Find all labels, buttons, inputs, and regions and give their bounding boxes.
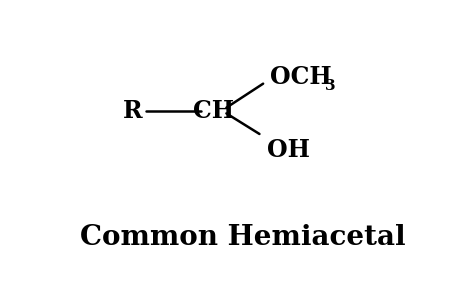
Text: OH: OH [267,138,310,162]
Text: 3: 3 [325,79,336,94]
Text: R: R [123,99,143,123]
Text: CH: CH [193,99,234,123]
Text: OCH: OCH [271,65,332,89]
Text: Common Hemiacetal: Common Hemiacetal [80,224,406,251]
